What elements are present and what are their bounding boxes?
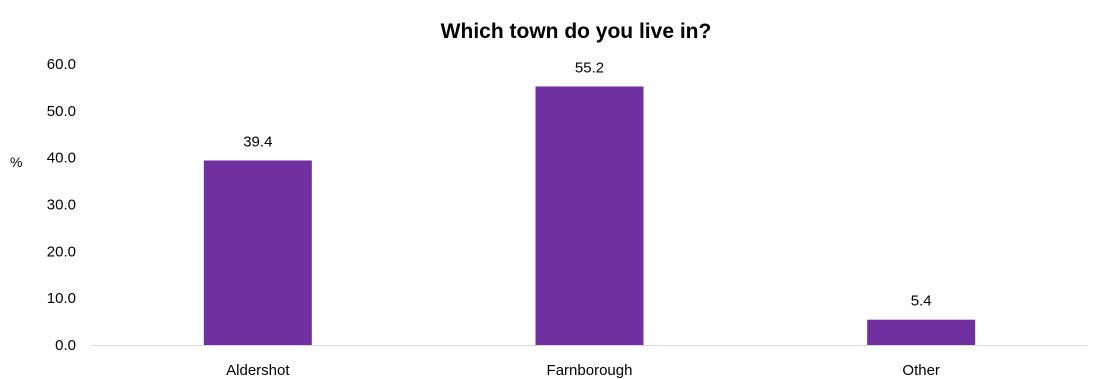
x-axis-categories: Aldershot Farnborough Other xyxy=(226,362,940,379)
y-axis-label: % xyxy=(10,154,22,170)
y-tick-label: 40.0 xyxy=(47,150,76,167)
bar xyxy=(535,86,644,345)
y-tick-label: 60.0 xyxy=(47,56,76,73)
y-tick-label: 30.0 xyxy=(47,197,76,214)
bar xyxy=(203,160,312,345)
value-labels-group: 39.4 55.2 5.4 xyxy=(243,59,931,309)
y-tick-label: 0.0 xyxy=(55,337,76,354)
bar-value-label: 5.4 xyxy=(911,293,932,310)
x-category-label: Other xyxy=(902,362,940,379)
chart-title: Which town do you live in? xyxy=(441,20,712,43)
y-tick-label: 20.0 xyxy=(47,243,76,260)
x-category-label: Aldershot xyxy=(226,362,290,379)
x-category-label: Farnborough xyxy=(547,362,633,379)
y-tick-label: 50.0 xyxy=(47,103,76,120)
y-axis-ticks: 0.0 10.0 20.0 30.0 40.0 50.0 60.0 xyxy=(47,56,76,354)
bar-value-label: 55.2 xyxy=(575,59,604,76)
bar-value-label: 39.4 xyxy=(243,133,272,150)
y-tick-label: 10.0 xyxy=(47,290,76,307)
bars-group xyxy=(203,86,976,345)
bar xyxy=(867,319,976,345)
